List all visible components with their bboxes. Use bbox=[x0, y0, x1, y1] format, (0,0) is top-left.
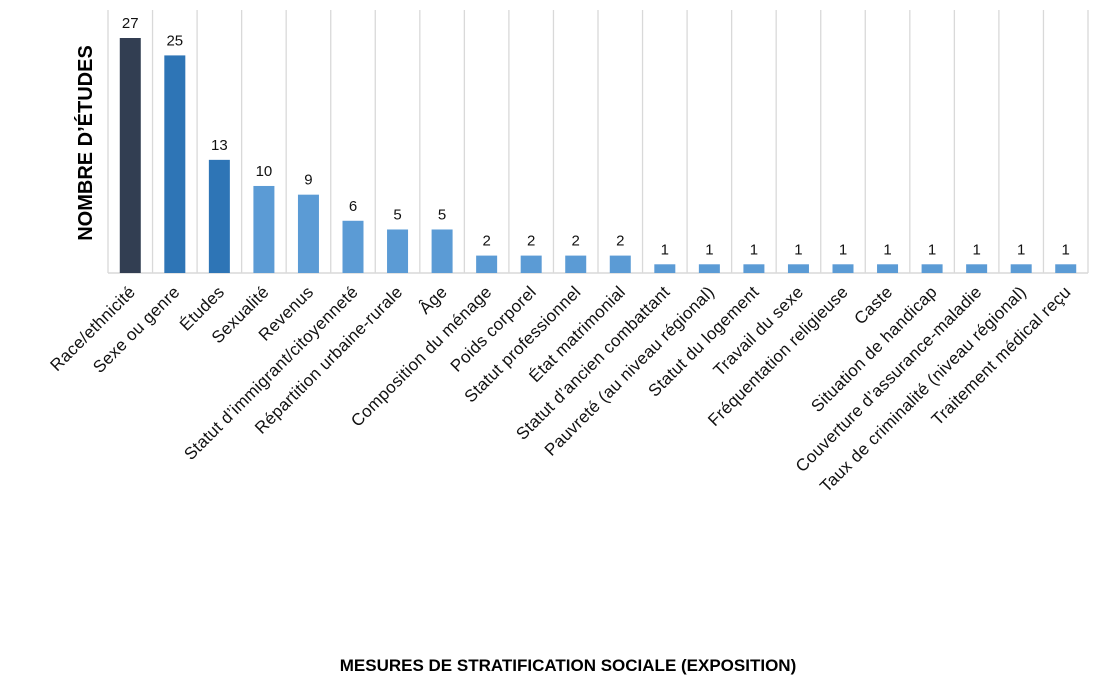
data-label: 13 bbox=[211, 137, 228, 154]
data-label: 1 bbox=[1062, 241, 1070, 258]
data-label: 6 bbox=[349, 198, 357, 215]
bars bbox=[119, 38, 1077, 273]
data-label: 5 bbox=[438, 206, 446, 223]
bar bbox=[164, 55, 186, 273]
data-label: 1 bbox=[794, 241, 802, 258]
data-label: 1 bbox=[883, 241, 891, 258]
data-label: 2 bbox=[527, 233, 535, 250]
bar bbox=[520, 255, 542, 273]
bar bbox=[654, 264, 676, 273]
data-label: 2 bbox=[572, 233, 580, 250]
bar bbox=[787, 264, 809, 273]
gridlines bbox=[107, 10, 1089, 273]
category-label: Âge bbox=[415, 282, 450, 317]
bar bbox=[342, 220, 364, 273]
bar bbox=[208, 159, 230, 273]
data-label: 1 bbox=[972, 241, 980, 258]
bar bbox=[565, 255, 587, 273]
data-label: 2 bbox=[616, 233, 624, 250]
bar bbox=[698, 264, 720, 273]
bar bbox=[476, 255, 498, 273]
data-label: 9 bbox=[304, 172, 312, 189]
bar bbox=[877, 264, 899, 273]
bar bbox=[119, 38, 141, 273]
y-axis-title: NOMBRE D’ÉTUDES bbox=[74, 45, 97, 241]
bar bbox=[609, 255, 631, 273]
bar bbox=[921, 264, 943, 273]
data-label: 1 bbox=[928, 241, 936, 258]
bar bbox=[743, 264, 765, 273]
x-axis-title: MESURES DE STRATIFICATION SOCIALE (EXPOS… bbox=[340, 656, 797, 675]
data-label: 1 bbox=[750, 241, 758, 258]
data-label: 2 bbox=[482, 233, 490, 250]
data-label: 1 bbox=[1017, 241, 1025, 258]
bar bbox=[253, 185, 275, 273]
bar bbox=[387, 229, 409, 273]
bar bbox=[1055, 264, 1077, 273]
data-label: 5 bbox=[393, 206, 401, 223]
data-label: 1 bbox=[661, 241, 669, 258]
data-label: 1 bbox=[705, 241, 713, 258]
bar bbox=[297, 194, 319, 273]
value-labels: 27 25 13 10 9 6 5 5 2 2 2 2 1 1 1 1 1 1 1 1 1 1 bbox=[122, 15, 1070, 258]
data-label: 10 bbox=[256, 163, 273, 180]
bar bbox=[431, 229, 453, 273]
bar bbox=[966, 264, 988, 273]
bar bbox=[832, 264, 854, 273]
bar bbox=[1010, 264, 1032, 273]
data-label: 1 bbox=[839, 241, 847, 258]
category-label: Taux de criminalité (niveau régional) bbox=[816, 282, 1030, 496]
data-label: 27 bbox=[122, 15, 139, 32]
data-label: 25 bbox=[166, 32, 183, 49]
